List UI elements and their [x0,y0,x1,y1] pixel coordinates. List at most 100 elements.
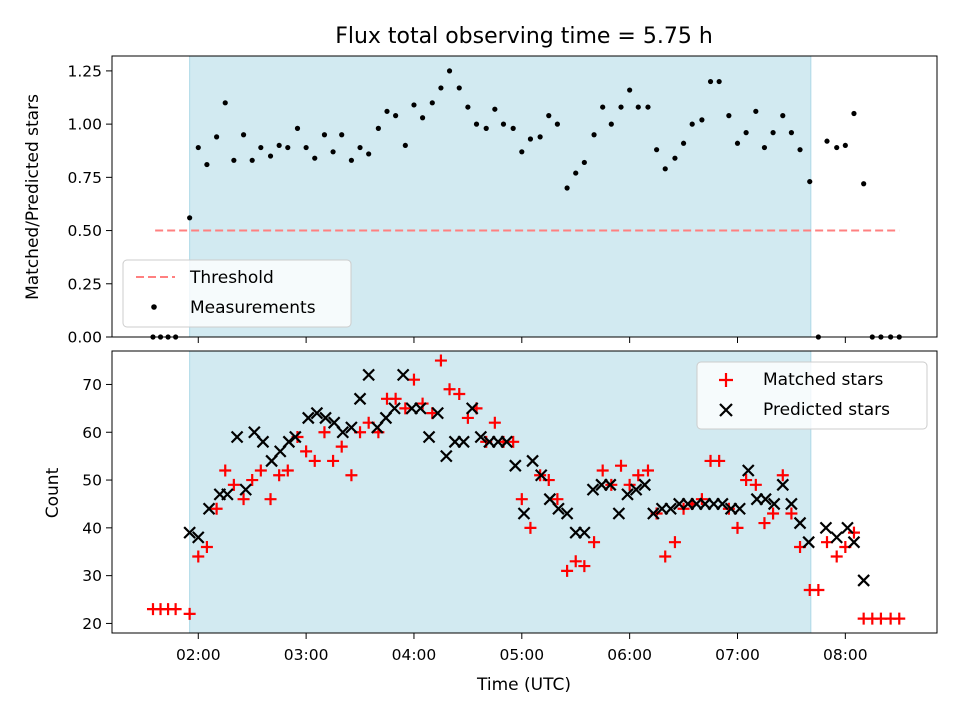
matched-star-point [443,383,456,396]
matched-star-point [318,426,331,439]
measurement-point [851,110,857,117]
predicted-star-point [819,521,833,535]
measurement-point [473,121,480,127]
measurement-point [761,144,768,151]
predicted-star-point [857,574,870,587]
measurement-point [393,113,399,119]
measurement-point [330,149,336,155]
measurement-point [662,166,668,172]
predicted-star-point [230,430,244,444]
predicted-star-point [474,430,488,444]
measurement-point [321,132,328,138]
measurement-point [402,142,408,149]
legend-threshold-label: Threshold [189,268,274,288]
bottom-y-tick-label: 40 [82,519,102,537]
matched-star-point [668,536,681,549]
matched-star-point [210,502,223,515]
predicted-star-point [310,406,324,420]
matched-star-point [596,464,609,477]
matched-star-point [200,540,213,553]
top-y-tick-label: 1.00 [67,116,102,134]
matched-star-point [183,607,196,620]
bottom-axes-frame [111,350,938,634]
matched-star-point [767,507,780,520]
matched-star-point [407,373,420,386]
measurement-point [258,144,264,151]
matched-star-point [893,612,906,625]
measurement-point [492,106,498,112]
matched-star-point [578,560,591,573]
predicted-star-point [509,459,522,472]
matched-star-point [488,416,501,429]
predicted-star-point [759,492,772,506]
measurement-point [573,170,579,176]
measurement-point [699,117,705,123]
measurement-point [537,134,543,140]
predicted-star-point [578,526,591,539]
matched-star-point [524,521,537,534]
predicted-star-point [353,392,367,406]
matched-star-point [507,435,520,448]
predicted-star-point [785,497,798,511]
measurement-point [456,85,462,91]
predicted-star-point [603,478,617,492]
measurement-point [635,104,641,110]
measurement-point [339,132,345,138]
measurement-point [187,215,193,221]
measurement-point [591,132,597,138]
predicted-star-point [191,531,205,544]
bottom-y-tick-label: 50 [82,472,102,490]
bottom-y-tick-label: 30 [82,567,102,585]
measurement-point [726,113,732,119]
matched-star-point [300,445,313,458]
predicted-star-point [802,535,815,549]
matched-star-point [345,469,358,482]
measurement-point [627,87,633,93]
top-panel: 0.00 0.25 0.50 0.75 1.00 1.25 Matched/Predict… [23,55,938,347]
measurement-point [770,130,776,136]
legend-matched-label: Matched stars [763,370,883,390]
measurement-point [419,115,426,121]
predicted-star-point [440,449,453,463]
measurement-point [743,130,749,136]
matched-star-point [569,555,582,568]
matched-star-point [254,464,267,477]
matched-star-point [308,454,321,467]
predicted-star-point [847,535,861,549]
matched-star-point [659,550,672,563]
predicted-star-point [183,526,196,539]
measurement-point [842,142,848,149]
predicted-star-point [202,502,216,516]
predicted-star-point [586,483,600,496]
measurement-point [348,157,355,163]
matched-star-point [389,392,402,405]
bottom-panel: 20 30 40 50 60 70 02:00 03:00 04:00 05:00 06:00 07:… [43,350,938,695]
predicted-star-point [647,507,660,520]
top-ticks-layer: 0.00 0.25 0.50 0.75 1.00 1.25 [67,62,846,347]
matched-star-point [588,536,601,549]
measurement-point [303,144,309,151]
matched-star-point [281,464,294,477]
bottom-y-tick-label: 20 [82,615,102,633]
top-y-tick-label: 0.00 [67,329,102,347]
measurement-point [366,151,372,157]
predicted-star-point [767,497,781,511]
measurement-point [546,113,552,119]
top-legend: Threshold Measurements [122,259,352,328]
x-tick-label: 06:00 [607,646,652,664]
top-legend-box [122,259,352,328]
x-tick-label: 04:00 [392,646,437,664]
matched-star-point [453,388,466,401]
measurement-point [519,149,525,155]
legend-measurements-swatch [151,304,157,310]
predicted-star-point [560,507,574,520]
matched-star-point [749,478,762,491]
top-y-axis-label: Matched/Predicted stars [23,94,43,300]
measurement-point [465,104,471,110]
matched-star-point [192,550,205,563]
measurement-point [276,142,282,149]
predicted-star-point [345,421,358,434]
measurement-point [267,153,274,159]
x-tick-label: 02:00 [176,646,221,664]
measurement-point [500,121,507,127]
